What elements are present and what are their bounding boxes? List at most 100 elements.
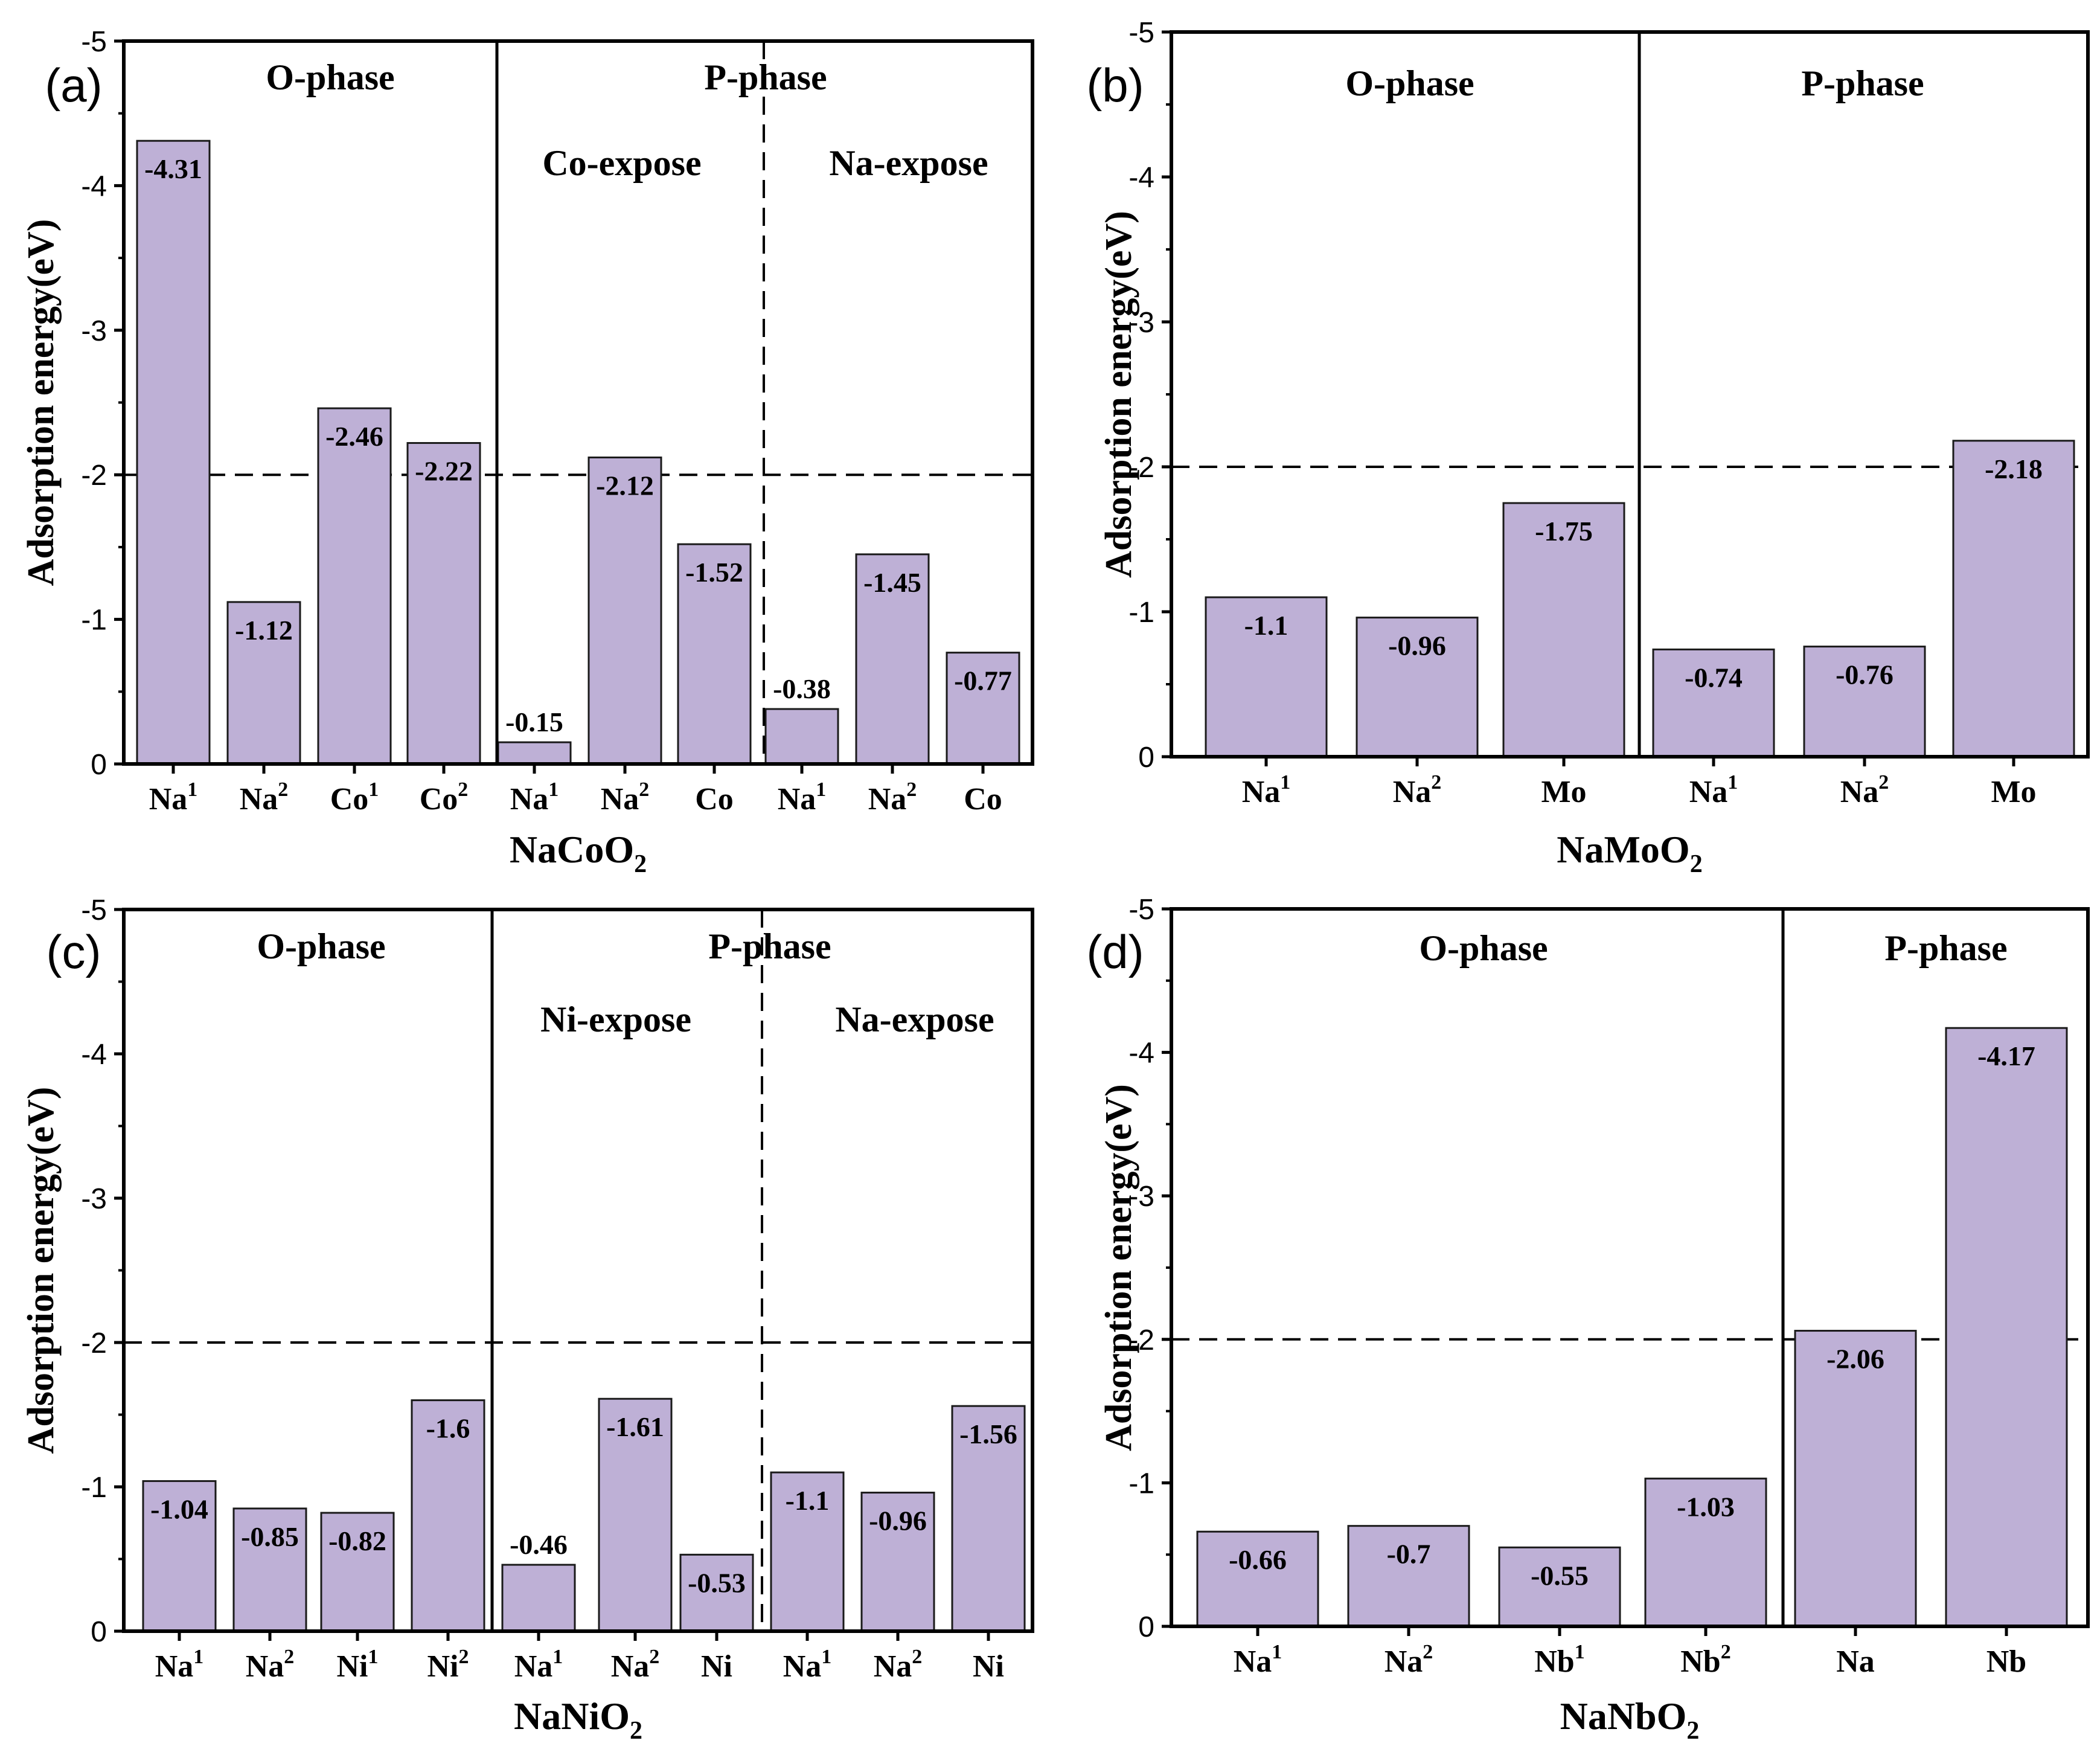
x-tick-label-sup: 1 xyxy=(816,778,826,801)
x-tick-label-sup: 2 xyxy=(639,778,649,801)
bar xyxy=(1502,502,1625,758)
compound-subscript: 2 xyxy=(634,850,647,878)
x-tick-label-base: Na xyxy=(510,782,549,816)
x-tick-label-base: Co xyxy=(330,782,369,816)
x-tick-label: Na1 xyxy=(149,778,198,816)
bar xyxy=(497,741,572,765)
panel-label: (d) xyxy=(1086,925,1144,978)
x-tick-label: Na1 xyxy=(1242,771,1291,809)
bar-value-label: -2.12 xyxy=(596,470,654,501)
bar-value-label: -0.53 xyxy=(688,1567,746,1598)
phase-label: O-phase xyxy=(1419,928,1548,968)
x-tick-label-sup: 2 xyxy=(649,1646,659,1668)
x-tick-label: Nb xyxy=(1986,1644,2026,1679)
y-tick-label: -5 xyxy=(1128,17,1154,49)
bar-value-label: -1.1 xyxy=(1244,610,1288,641)
bar-value-label: -0.66 xyxy=(1229,1544,1287,1575)
phase-label: O-phase xyxy=(1345,63,1474,103)
bar-value-label: -0.76 xyxy=(1836,659,1894,690)
y-axis-title: Adsorption energy(eV) xyxy=(21,219,62,586)
x-tick-label-base: Nb xyxy=(1986,1644,2026,1679)
y-axis-title: Adsorption energy(eV) xyxy=(1098,211,1139,578)
x-tick-label: Nb1 xyxy=(1534,1641,1584,1679)
compound-base: NaNbO xyxy=(1560,1695,1687,1737)
x-tick-label: Na2 xyxy=(1393,771,1442,809)
y-tick-label: -4 xyxy=(1128,162,1154,194)
bar-value-label: -0.46 xyxy=(510,1529,568,1560)
x-tick-label-base: Nb xyxy=(1534,1644,1574,1679)
y-tick-label: -4 xyxy=(1128,1038,1154,1070)
bar-value-label: -0.7 xyxy=(1387,1539,1431,1570)
x-tick-label-sup: 2 xyxy=(1423,1641,1433,1663)
x-tick-label-base: Na xyxy=(1234,1644,1272,1679)
x-tick-label-sup: 2 xyxy=(284,1646,294,1668)
y-tick-label: -5 xyxy=(81,894,107,926)
x-tick-label: Mo xyxy=(1541,775,1586,809)
x-tick-label-sup: 1 xyxy=(187,778,197,801)
bar xyxy=(232,1507,307,1632)
bar-value-label: -0.96 xyxy=(869,1506,927,1536)
x-tick-label-sup: 2 xyxy=(912,1646,922,1668)
phase-label: P-phase xyxy=(708,926,831,966)
y-tick-label: -3 xyxy=(81,1183,107,1215)
x-tick-label-base: Nb xyxy=(1680,1644,1720,1679)
x-tick-label: Na1 xyxy=(778,778,827,816)
x-tick-label-base: Na xyxy=(1385,1644,1423,1679)
bar xyxy=(770,1471,845,1632)
bar-value-label: -4.31 xyxy=(144,153,202,184)
bar xyxy=(317,407,392,765)
x-tick-label: Na2 xyxy=(868,778,917,816)
x-tick-label-base: Ni xyxy=(973,1649,1004,1684)
compound-base: NaMoO xyxy=(1557,828,1689,871)
bar xyxy=(1794,1330,1917,1628)
x-tick-label: Na1 xyxy=(783,1646,832,1684)
bar xyxy=(320,1512,395,1632)
bar xyxy=(136,140,211,765)
bar xyxy=(764,708,839,765)
compound-subscript: 2 xyxy=(1690,850,1703,878)
x-tick-label-base: Na xyxy=(149,782,188,816)
x-tick-label: Na2 xyxy=(1385,1641,1433,1679)
x-tick-label-base: Na xyxy=(868,782,907,816)
bar-value-label: -1.52 xyxy=(685,557,743,588)
x-tick-label-base: Na xyxy=(246,1649,284,1684)
expose-label: Na-expose xyxy=(835,999,994,1039)
bar-value-label: -1.61 xyxy=(606,1411,664,1442)
x-tick-label-base: Na xyxy=(601,782,639,816)
y-tick-label: -1 xyxy=(1128,597,1154,629)
bar xyxy=(1952,440,2075,758)
y-tick-label: -5 xyxy=(1128,894,1154,926)
x-axis-title: NaMoO2 xyxy=(1557,828,1702,878)
x-tick-label-base: Co xyxy=(695,782,734,816)
x-tick-label-base: Na xyxy=(611,1649,650,1684)
x-tick-label-sup: 1 xyxy=(821,1646,831,1668)
panel-label: (b) xyxy=(1086,59,1144,112)
x-tick-label: Co2 xyxy=(420,778,469,816)
x-tick-label-sup: 1 xyxy=(552,1646,563,1668)
bar xyxy=(951,1405,1026,1632)
x-tick-label: Ni xyxy=(973,1649,1004,1684)
x-tick-label: Na2 xyxy=(246,1646,295,1684)
bar xyxy=(501,1564,576,1632)
x-axis-title: NaCoO2 xyxy=(510,828,647,878)
bar xyxy=(1347,1525,1470,1628)
x-tick-label: Na2 xyxy=(1840,771,1889,809)
bar-value-label: -2.18 xyxy=(1985,454,2043,484)
x-tick-label-base: Na xyxy=(874,1649,912,1684)
x-tick-label-base: Na xyxy=(514,1649,553,1684)
expose-label: Na-expose xyxy=(829,143,988,183)
y-axis-title: Adsorption energy(eV) xyxy=(1098,1084,1139,1451)
x-tick-label: Ni2 xyxy=(427,1646,469,1684)
chart-panel-c: -1.04 -0.85 -0.82 -1.6 -0.46 -1.61 -0.53 -1.1 -0… xyxy=(21,894,1034,1745)
x-axis-title: NaNiO2 xyxy=(514,1695,642,1745)
chart-panel-b: -1.1 -0.96 -1.75 -0.74 -0.76 -2.18 0 -1 -2 -3 -4 -5… xyxy=(1086,17,2090,878)
phase-label: O-phase xyxy=(257,926,385,966)
bar-value-label: -4.17 xyxy=(1977,1041,2035,1071)
bar-value-label: -0.85 xyxy=(241,1521,299,1552)
bar-value-label: -1.45 xyxy=(863,567,921,598)
x-tick-label-base: Na xyxy=(1393,775,1432,809)
bar-value-label: -0.38 xyxy=(773,673,831,704)
y-tick-label: -3 xyxy=(81,315,107,347)
bar-value-label: -1.6 xyxy=(426,1413,470,1444)
